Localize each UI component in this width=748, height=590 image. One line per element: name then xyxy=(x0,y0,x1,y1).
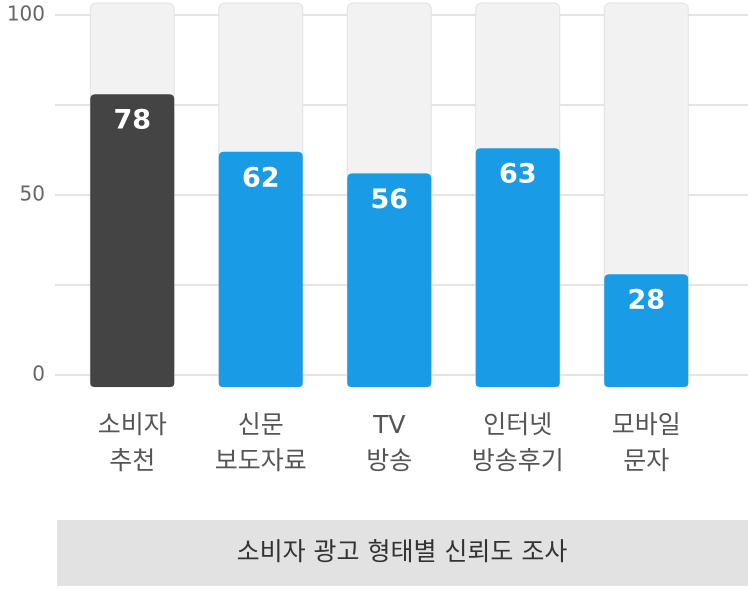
y-tick-label: 100 xyxy=(7,2,45,26)
bar xyxy=(90,94,175,387)
value-label: 78 xyxy=(113,105,151,136)
y-tick-label: 0 xyxy=(32,362,45,386)
bar xyxy=(347,173,432,387)
x-tick-label: 추천 xyxy=(109,446,155,475)
value-label: 56 xyxy=(370,184,408,215)
x-tick-label: 소비자 xyxy=(98,410,167,439)
value-label: 28 xyxy=(627,285,665,316)
x-tick-label: 모바일 xyxy=(612,410,681,439)
value-label: 62 xyxy=(242,162,280,193)
x-tick-label: 방송 xyxy=(366,446,412,475)
x-tick-label: 신문 xyxy=(238,410,284,439)
x-tick-label: 보도자료 xyxy=(215,446,307,475)
value-label: 63 xyxy=(499,159,537,190)
chart-title: 소비자 광고 형태별 신뢰도 조사 xyxy=(237,537,568,566)
x-tick-label: 문자 xyxy=(623,446,669,475)
y-tick-label: 50 xyxy=(20,182,45,206)
bar xyxy=(218,151,303,387)
x-tick-label: 인터넷 xyxy=(483,410,552,439)
bar xyxy=(604,274,689,387)
x-tick-label: 방송후기 xyxy=(472,446,564,475)
title-box xyxy=(57,520,748,586)
bar xyxy=(475,148,560,387)
x-tick-label: TV xyxy=(372,410,405,439)
